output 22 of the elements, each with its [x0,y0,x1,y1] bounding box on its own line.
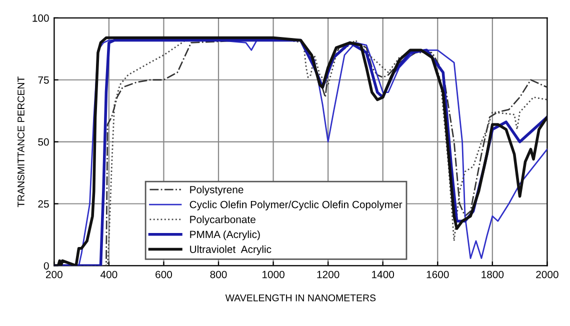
y-tick-label: 100 [32,14,49,22]
y-tick-label: 25 [38,200,49,208]
x-tick-label: 200 [46,270,62,278]
y-tick-label: 50 [38,138,49,146]
y-axis-title: TRANSMITTANCE PERCENT [18,76,24,208]
x-tick-label: 800 [210,270,227,278]
x-tick-label: 1000 [262,270,284,278]
x-tick-label: 1400 [372,270,394,278]
x-tick-label: 400 [100,270,118,278]
x-tick-label: 1800 [482,270,504,278]
legend-label: PMMA (Acrylic) [190,230,260,240]
legend-label: Polystyrene [190,186,244,196]
x-axis-title: WAVELENGTH IN NANOMETERS [225,294,376,302]
legend-label: Polycarbonate [190,216,256,226]
x-tick-label: 1200 [317,270,340,278]
x-tick-label: 2000 [536,270,558,278]
y-tick-label: 75 [38,76,49,84]
y-tick-label: 0 [44,262,49,270]
x-tick-label: 600 [156,270,172,278]
legend-label: Cyclic Olefin Polymer/Cyclic Olefin Copolymer [190,200,402,210]
legend-label: Ultraviolet Acrylic [190,245,272,256]
x-tick-label: 1600 [426,270,449,278]
